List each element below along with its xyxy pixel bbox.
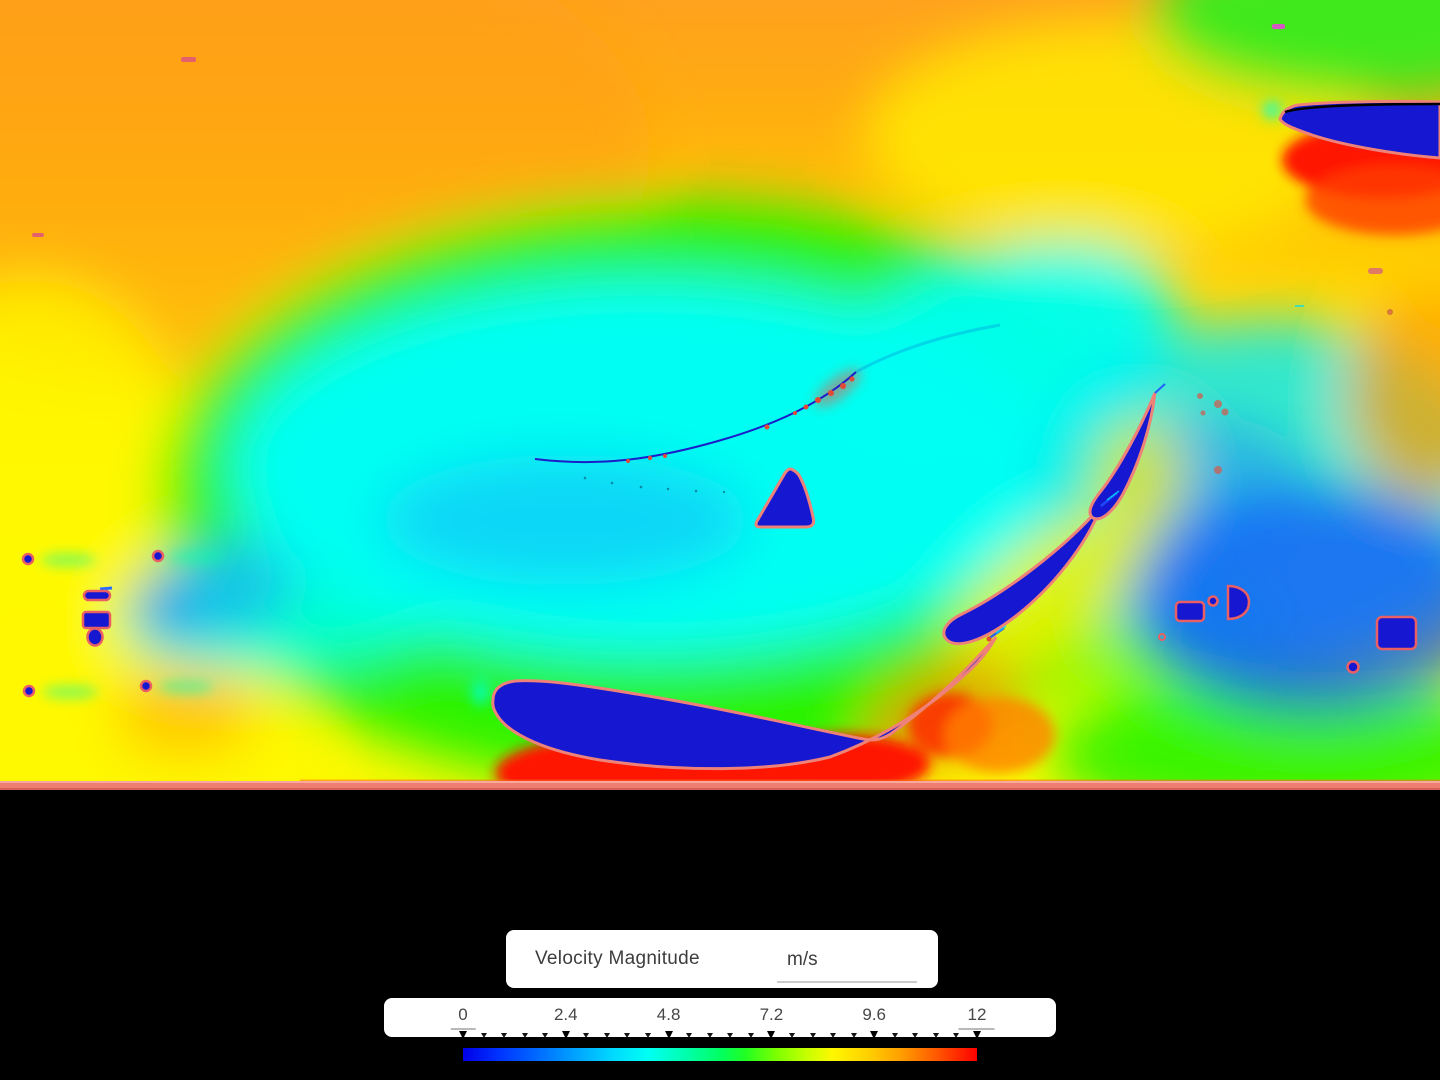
wire-section [534, 323, 1001, 464]
colorbar-tick [767, 1031, 776, 1039]
strake-section [754, 467, 816, 529]
unit-input[interactable]: m/s [777, 938, 917, 983]
colorbar-tick [809, 1033, 816, 1038]
unit-value: m/s [787, 949, 818, 970]
legend-panel: Velocity Magnitude m/s [506, 930, 938, 988]
colorbar-min-field[interactable]: 0 [458, 1005, 468, 1024]
right-body-ring [1158, 633, 1166, 641]
colorbar-tick [501, 1033, 508, 1038]
left-cyan-dash [99, 586, 113, 591]
colorbar-gradient [463, 1048, 977, 1061]
wire-hot-spots [626, 376, 855, 463]
colorbar-tick [932, 1033, 939, 1038]
right-body-circle-1 [1207, 595, 1219, 607]
colorbar-tick [747, 1033, 754, 1038]
colorbar-tick [973, 1031, 981, 1039]
colorbar-tick [706, 1033, 713, 1038]
right-body-box-2 [1375, 615, 1418, 651]
colorbar-tick [912, 1033, 919, 1038]
left-body-circle-3 [22, 684, 36, 698]
left-body-cluster [21, 549, 165, 698]
left-body-pill [82, 589, 112, 602]
colorbar-panel: 0 2.4 4.8 7.2 9.6 12 [384, 998, 1056, 1037]
colorbar-ticks [459, 1031, 981, 1041]
colorbar-tick [686, 1033, 693, 1038]
flow-field-canvas[interactable] [0, 0, 1440, 790]
colorbar-tick [870, 1031, 879, 1039]
colorbar-tick [788, 1033, 795, 1038]
upper-wing-section [1278, 99, 1440, 160]
left-body-oval [86, 627, 104, 647]
ground-line [0, 779, 1440, 790]
slot-jet-streaks [986, 383, 1166, 642]
colorbar-labels: 0 2.4 4.8 7.2 9.6 12 [458, 998, 986, 1037]
colorbar-tick [727, 1033, 734, 1038]
flow-color-patches [0, 0, 1440, 790]
flap-section-1 [942, 505, 1103, 646]
left-body-circle-1 [21, 552, 35, 566]
field-name-label: Velocity Magnitude [535, 948, 700, 969]
colorbar-tick [583, 1033, 590, 1038]
colorbar-tick [542, 1033, 549, 1038]
colorbar-tick [521, 1033, 528, 1038]
colorbar-tick [459, 1031, 467, 1039]
colorbar-tick [830, 1033, 837, 1038]
main-wing-section [491, 636, 998, 771]
right-body-circle-2 [1346, 660, 1360, 674]
colorbar-tick [645, 1033, 652, 1038]
left-body-circle-2 [151, 549, 165, 563]
right-body-box-1 [1174, 600, 1206, 623]
colorbar-tick-label: 9.6 [862, 1005, 887, 1024]
colorbar-tick [603, 1033, 610, 1038]
flap-section-2 [1088, 392, 1157, 521]
colorbar-tick-label: 2.4 [553, 1005, 578, 1024]
colorbar-tick-label: 4.8 [656, 1005, 681, 1024]
left-body-box [81, 610, 112, 630]
right-body-dshape [1226, 584, 1251, 621]
colorbar-tick [664, 1031, 673, 1039]
colorbar-tick-label: 7.2 [759, 1005, 784, 1024]
colorbar-max-field[interactable]: 12 [967, 1005, 987, 1024]
velocity-contour-plot [0, 0, 1440, 790]
upper-wing-suction-line [1284, 102, 1440, 114]
colorbar-tick [561, 1031, 570, 1039]
right-body-cluster [1158, 584, 1418, 674]
left-body-circle-4 [139, 679, 153, 693]
colorbar-tick [624, 1033, 631, 1038]
colorbar-tick [480, 1033, 487, 1038]
render-artifacts [32, 24, 1393, 474]
colorbar-tick [850, 1033, 857, 1038]
colorbar-tick [891, 1033, 898, 1038]
mesh-speckles [583, 476, 726, 494]
colorbar-tick [953, 1033, 960, 1038]
